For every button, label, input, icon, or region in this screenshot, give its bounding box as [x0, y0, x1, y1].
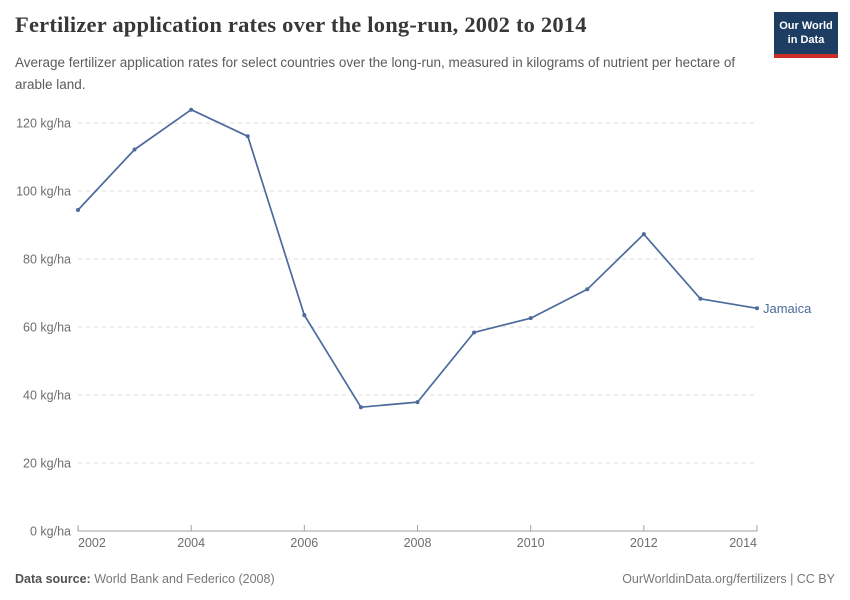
data-point[interactable]: [76, 208, 80, 213]
y-axis-tick-label: 20 kg/ha: [23, 457, 71, 471]
owid-link[interactable]: OurWorldinData.org/fertilizers | CC BY: [622, 572, 835, 586]
data-source-value: World Bank and Federico (2008): [90, 572, 275, 586]
data-point[interactable]: [132, 147, 137, 152]
owid-logo-line1: Our World: [779, 20, 833, 32]
line-chart: 0 kg/ha 20 kg/ha 40 kg/ha 60 kg/ha 80 kg/ha 1…: [16, 107, 812, 550]
data-point[interactable]: [641, 232, 646, 237]
data-point[interactable]: [528, 316, 533, 321]
x-axis-tick-label: 2014: [729, 536, 757, 550]
chart-subtitle: Average fertilizer application rates for…: [15, 55, 736, 92]
y-axis-tick-label: 120 kg/ha: [16, 117, 71, 131]
x-axis-tick-label: 2006: [290, 536, 318, 550]
series-label-jamaica[interactable]: Jamaica: [763, 301, 812, 316]
data-point[interactable]: [415, 400, 420, 405]
y-axis-tick-label: 40 kg/ha: [23, 389, 71, 403]
x-axis-tick-label: 2010: [517, 536, 545, 550]
owid-logo[interactable]: Our World in Data: [774, 12, 838, 58]
data-source-label: Data source:: [15, 572, 91, 586]
page-title: Fertilizer application rates over the lo…: [15, 12, 587, 37]
data-source: Data source: World Bank and Federico (20…: [15, 572, 275, 586]
x-axis-tick-label: 2012: [630, 536, 658, 550]
data-point[interactable]: [755, 306, 759, 311]
data-point[interactable]: [245, 134, 250, 139]
data-point[interactable]: [472, 330, 477, 335]
data-point[interactable]: [358, 405, 363, 410]
owid-logo-line2: in Data: [787, 34, 825, 47]
data-point[interactable]: [698, 296, 703, 301]
y-axis-tick-label: 0 kg/ha: [30, 525, 71, 539]
x-axis-tick-label: 2008: [404, 536, 432, 550]
y-axis-tick-label: 100 kg/ha: [16, 185, 71, 199]
x-axis-tick-label: 2004: [177, 536, 205, 550]
data-point[interactable]: [302, 313, 307, 318]
y-axis-tick-label: 60 kg/ha: [23, 321, 71, 335]
x-axis-tick-label: 2002: [78, 536, 106, 550]
series-line-jamaica[interactable]: [77, 108, 758, 409]
chart-footer: Data source: World Bank and Federico (20…: [0, 572, 850, 586]
y-axis-tick-label: 80 kg/ha: [23, 253, 71, 267]
data-point[interactable]: [189, 107, 194, 112]
data-point[interactable]: [585, 287, 590, 292]
